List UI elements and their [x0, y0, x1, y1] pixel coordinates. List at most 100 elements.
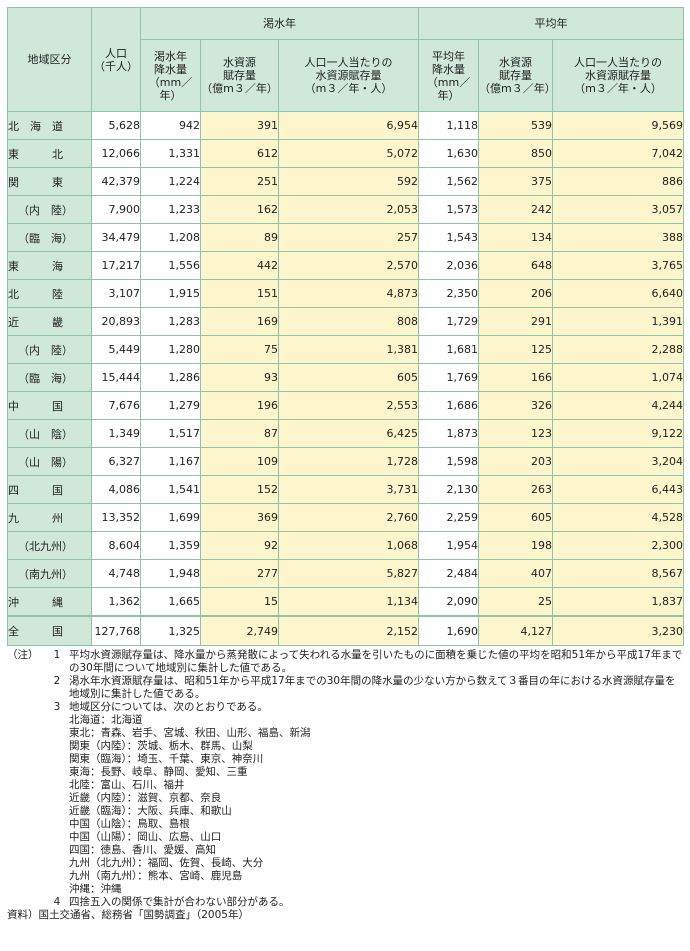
value-cell-a3: 3,057 [552, 195, 685, 224]
value-cell-a2: 206 [478, 279, 554, 308]
value-cell-d2: 152 [200, 475, 279, 504]
region-definition: 関東（内陸）：茨城、栃木、群馬、山梨 [69, 740, 253, 752]
value-cell-a1: 1,729 [418, 307, 480, 336]
region-cell: 東 北 [7, 139, 92, 168]
value-cell-d3: 4,873 [277, 279, 420, 308]
value-cell-d3: 257 [277, 223, 420, 252]
table-row: 九 州 13,352 1,699 369 2,760 2,259 605 4,528 [7, 503, 685, 532]
note-item-1: （注） 1 平均水資源賦存量は、降水量から蒸発散によって失われる水量を引いたものに面… [7, 649, 683, 675]
notes-label: （注） [7, 649, 39, 661]
table-row: 東 海 17,217 1,556 442 2,570 2,036 648 3,765 [7, 251, 685, 280]
value-cell-a3: 6,443 [552, 475, 685, 504]
region-cell: （臨 海） [7, 363, 92, 392]
value-cell-a1: 2,090 [418, 587, 480, 617]
table-row: （臨 海） 34,479 1,208 89 257 1,543 134 388 [7, 223, 685, 252]
value-cell-d2: 162 [200, 195, 279, 224]
value-cell-a2: 203 [478, 447, 554, 476]
value-cell-pop: 4,086 [91, 475, 141, 504]
value-cell-pop: 8,604 [91, 531, 141, 560]
value-cell-a3: 1,391 [552, 307, 685, 336]
value-cell-pop: 4,748 [91, 559, 141, 588]
value-cell-pop: 42,379 [91, 167, 141, 196]
value-cell-d3: 5,072 [277, 139, 420, 168]
value-cell-d2: 612 [200, 139, 279, 168]
value-cell-a2: 407 [478, 559, 554, 588]
value-cell-a1: 1,873 [418, 419, 480, 448]
table-row: （北九州） 8,604 1,359 92 1,068 1,954 198 2,300 [7, 531, 685, 560]
value-cell-a1: 1,118 [418, 111, 480, 140]
value-cell-a1: 1,562 [418, 167, 480, 196]
region-cell: （南九州） [7, 559, 92, 588]
value-cell-a3: 3,230 [552, 615, 685, 646]
table-row: 近 畿 20,893 1,283 169 808 1,729 291 1,391 [7, 307, 685, 336]
region-cell: 関 東 [7, 167, 92, 196]
value-cell-pop: 17,217 [91, 251, 141, 280]
table-row: （山 陰） 1,349 1,517 87 6,425 1,873 123 9,122 [7, 419, 685, 448]
value-cell-d2: 2,749 [200, 615, 279, 646]
value-cell-a2: 198 [478, 531, 554, 560]
value-cell-d3: 2,152 [277, 615, 420, 646]
header-drought-precip: 渇水年 降水量 （mm／年） [140, 39, 201, 112]
value-cell-a2: 166 [478, 363, 554, 392]
value-cell-a2: 242 [478, 195, 554, 224]
value-cell-a2: 125 [478, 335, 554, 364]
value-cell-d1: 1,665 [140, 587, 201, 617]
total-row: 全 国 127,768 1,325 2,749 2,152 1,690 4,127 3,230 [7, 615, 685, 646]
value-cell-a3: 2,288 [552, 335, 685, 364]
value-cell-d3: 1,381 [277, 335, 420, 364]
value-cell-d3: 2,760 [277, 503, 420, 532]
note-text: 地域区分については、次のとおりである。 [69, 701, 268, 713]
region-definition: 東海：長野、岐阜、静岡、愛知、三重 [69, 766, 248, 778]
value-cell-d2: 87 [200, 419, 279, 448]
region-cell: （内 陸） [7, 335, 92, 364]
value-cell-d2: 442 [200, 251, 279, 280]
value-cell-d2: 75 [200, 335, 279, 364]
region-definition: 九州（南九州）：熊本、宮崎、鹿児島 [69, 870, 243, 882]
value-cell-d2: 15 [200, 587, 279, 617]
note-item-3: 3 地域区分については、次のとおりである。 [7, 701, 683, 714]
value-cell-a3: 1,837 [552, 587, 685, 617]
header-region: 地域区分 [7, 7, 92, 112]
value-cell-d1: 1,208 [140, 223, 201, 252]
region-cell: （山 陰） [7, 419, 92, 448]
value-cell-a1: 1,598 [418, 447, 480, 476]
value-cell-d1: 1,556 [140, 251, 201, 280]
value-cell-a3: 8,567 [552, 559, 685, 588]
value-cell-d3: 605 [277, 363, 420, 392]
table-row: 北 海 道 5,628 942 391 6,954 1,118 539 9,569 [7, 111, 685, 140]
region-definition: 中国（山陰）：鳥取、島根 [69, 818, 190, 830]
region-definition: 沖縄：沖縄 [69, 883, 122, 895]
value-cell-d2: 93 [200, 363, 279, 392]
value-cell-d3: 3,731 [277, 475, 420, 504]
value-cell-pop: 7,676 [91, 391, 141, 420]
region-definition: 九州（北九州）：福岡、佐賀、長崎、大分 [69, 857, 264, 869]
value-cell-pop: 5,628 [91, 111, 141, 140]
value-cell-d1: 1,541 [140, 475, 201, 504]
header-drought-resource: 水資源 賦存量 （億m３／年） [200, 39, 279, 112]
value-cell-a2: 263 [478, 475, 554, 504]
table-row: （山 陽） 6,327 1,167 109 1,728 1,598 203 3,204 [7, 447, 685, 476]
value-cell-a1: 1,686 [418, 391, 480, 420]
value-cell-pop: 20,893 [91, 307, 141, 336]
value-cell-a2: 850 [478, 139, 554, 168]
table-row: 沖 縄 1,362 1,665 15 1,134 2,090 25 1,837 [7, 587, 685, 617]
value-cell-pop: 3,107 [91, 279, 141, 308]
value-cell-d3: 6,425 [277, 419, 420, 448]
note-number: 4 [53, 896, 61, 908]
value-cell-a1: 1,543 [418, 223, 480, 252]
region-cell: （北九州） [7, 531, 92, 560]
header-average-precip: 平均年 降水量 （mm／年） [418, 39, 480, 112]
water-resources-table: 地域区分 人口 （千人） 渇水年 平均年 渇水年 降水量 （mm／年） 水資源 … [7, 7, 685, 646]
value-cell-d2: 92 [200, 531, 279, 560]
value-cell-d2: 277 [200, 559, 279, 588]
value-cell-d3: 6,954 [277, 111, 420, 140]
value-cell-a3: 3,765 [552, 251, 685, 280]
value-cell-a1: 1,954 [418, 531, 480, 560]
value-cell-pop: 34,479 [91, 223, 141, 252]
region-cell: 沖 縄 [7, 587, 92, 617]
note-text: 渇水年水資源賦存量は、昭和51年から平成17年までの30年間の降水量の少ない方か… [69, 675, 676, 700]
region-definition: 北陸：富山、石川、福井 [69, 779, 185, 791]
value-cell-a1: 1,630 [418, 139, 480, 168]
value-cell-d2: 391 [200, 111, 279, 140]
value-cell-d1: 1,280 [140, 335, 201, 364]
